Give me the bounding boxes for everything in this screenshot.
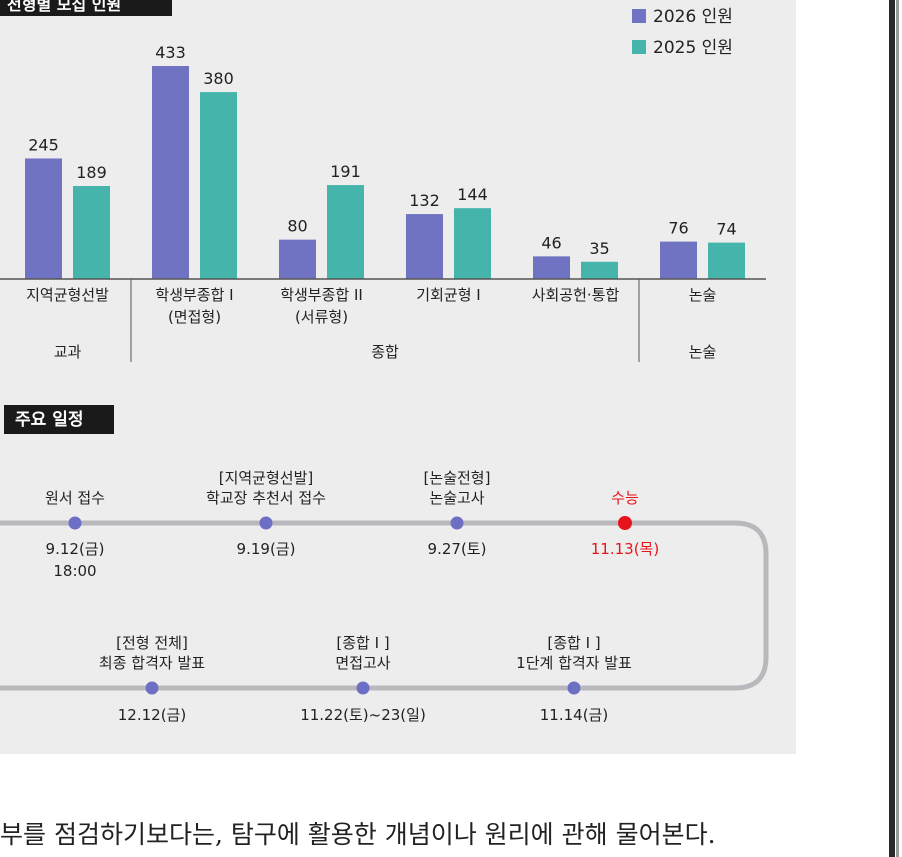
timeline-event-label: 1단계 합격자 발표 [516, 654, 632, 672]
page-edge-bar-light [896, 0, 899, 857]
timeline-event-label: 최종 합격자 발표 [99, 654, 205, 672]
bar-2025-1 [200, 92, 237, 279]
timeline-event-date: 18:00 [53, 562, 96, 580]
infographic-canvas: 전형별 모집 인원 2026 인원 2025 인원 245 189 433 380 80… [0, 0, 769, 724]
bar-value-label: 46 [541, 233, 561, 252]
legend-swatch-2026 [632, 9, 646, 23]
timeline-dot [567, 681, 581, 695]
bar-value-label: 380 [203, 69, 234, 88]
x-tick-label: 학생부종합 II [280, 286, 363, 304]
legend-label-2025: 2025 인원 [653, 38, 733, 58]
x-tick-label: (면접형) [168, 308, 221, 326]
timeline-event-label: 수능 [611, 489, 639, 507]
timeline-dot [145, 681, 159, 695]
timeline-event-label: [지역균형선발] [219, 469, 314, 487]
timeline-event-label: 학교장 추천서 접수 [206, 489, 326, 507]
page-edge-bar [889, 0, 895, 857]
timeline-event-date: 9.12(금) [46, 540, 105, 558]
schedule-title: 주요 일정 [15, 410, 83, 430]
bar-2026-4 [533, 256, 570, 279]
timeline-event-label: [논술전형] [424, 469, 491, 487]
timeline-event-label: [종합 I ] [547, 634, 600, 652]
legend-swatch-2025 [632, 40, 646, 54]
legend-label-2026: 2026 인원 [653, 7, 733, 27]
bar-2025-2 [327, 185, 364, 279]
bar-value-label: 245 [28, 135, 59, 154]
timeline-event-date: 9.19(금) [237, 540, 296, 558]
group-label: 교과 [54, 343, 82, 361]
timeline-event-label: 면접고사 [335, 654, 390, 672]
bar-value-label: 144 [457, 185, 488, 204]
bar-value-label: 80 [287, 217, 307, 236]
group-label: 종합 [371, 343, 399, 361]
bar-2026-0 [25, 158, 62, 279]
bar-2026-1 [152, 66, 189, 279]
bar-value-label: 74 [716, 220, 736, 239]
article-text: 부를 점검하기보다는, 탐구에 활용한 개념이나 원리에 관해 물어본다. [0, 820, 716, 849]
x-tick-label: 사회공헌·통합 [532, 286, 620, 304]
timeline-event-label: [전형 전체] [116, 634, 188, 652]
timeline-event-date: 12.12(금) [118, 706, 186, 724]
timeline-event-label: 원서 접수 [45, 489, 105, 507]
timeline-dot [450, 516, 464, 530]
bar-2026-5 [660, 241, 697, 279]
bar-2025-0 [73, 186, 110, 279]
timeline-event-label: 논술고사 [429, 489, 484, 507]
category-groups: 교과 종합 논술 [54, 279, 717, 362]
x-axis-labels: 지역균형선발 학생부종합 I (면접형) 학생부종합 II (서류형) 기회균형 I 사회공… [26, 286, 716, 326]
bar-value-label: 433 [155, 43, 186, 62]
x-tick-label: 지역균형선발 [26, 286, 109, 304]
timeline-event-label: [종합 I ] [336, 634, 389, 652]
infographic-panel: 전형별 모집 인원 2026 인원 2025 인원 245 189 433 380 80… [0, 0, 796, 754]
timeline-dot [356, 681, 370, 695]
x-tick-label: (서류형) [295, 308, 348, 326]
timeline-dot [68, 516, 82, 530]
bar-value-label: 76 [668, 219, 688, 238]
chart-title: 전형별 모집 인원 [7, 0, 121, 14]
bar-2025-4 [581, 261, 618, 279]
bar-value-label: 189 [76, 163, 107, 182]
timeline-event-date: 11.22(토)~23(일) [300, 706, 426, 724]
timeline-event-date: 11.13(목) [591, 540, 659, 558]
schedule-title-badge [4, 405, 114, 434]
timeline-dot-highlight [618, 516, 632, 530]
timeline-event-date: 11.14(금) [540, 706, 608, 724]
bar-2026-3 [406, 214, 443, 279]
chart-legend: 2026 인원 2025 인원 [632, 7, 733, 58]
x-tick-label: 기회균형 I [416, 286, 480, 304]
group-label: 논술 [689, 343, 717, 361]
timeline-events: 원서 접수 9.12(금) 18:00 [지역균형선발] 학교장 추천서 접수 9.19(… [45, 469, 659, 724]
bar-value-label: 35 [589, 239, 609, 258]
bar-value-label: 191 [330, 162, 361, 181]
timeline-event-date: 9.27(토) [428, 540, 487, 558]
timeline-track [0, 520, 769, 691]
x-tick-label: 논술 [689, 286, 717, 304]
bar-series-layer: 245 189 433 380 80 191 132 144 46 35 76 74 [25, 43, 745, 279]
bar-value-label: 132 [409, 191, 440, 210]
timeline-dot [259, 516, 273, 530]
bar-2026-2 [279, 239, 316, 279]
bar-2025-5 [708, 242, 745, 279]
x-tick-label: 학생부종합 I [155, 286, 233, 304]
chart-title-badge [0, 0, 172, 16]
bar-2025-3 [454, 208, 491, 279]
